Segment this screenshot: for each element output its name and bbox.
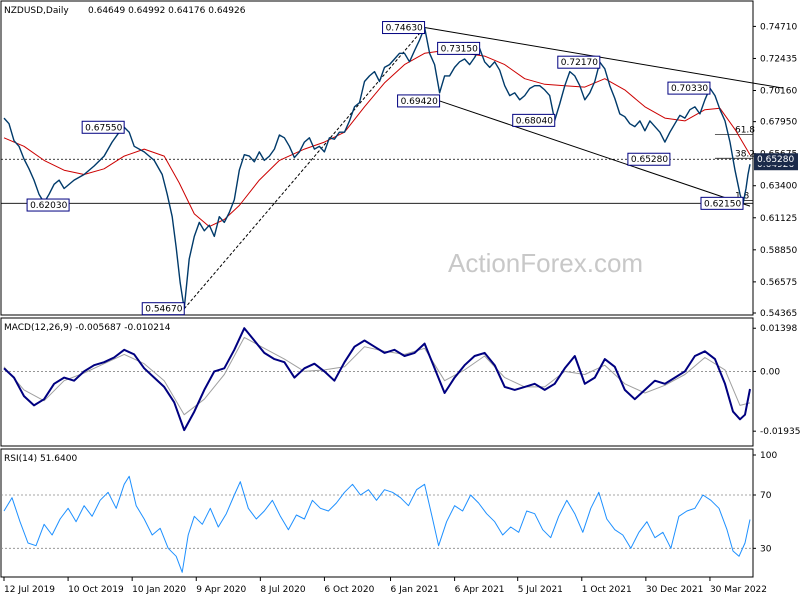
price-axis-tick-label: 0.74710 (760, 22, 797, 32)
macd-line (3, 327, 751, 432)
trendline (424, 27, 784, 89)
macd-panel: 0.01398 0.00 -0.019352 (1, 324, 800, 437)
price-axis-tick-label: 0.63400 (760, 182, 797, 192)
x-axis-tick-label: 12 Jul 2019 (4, 585, 55, 595)
price-level-label-box (700, 196, 744, 210)
price-level-label: 0.68040 (516, 116, 553, 126)
price-level-label: 0.62030 (30, 201, 67, 211)
x-axis-tick-label: 6 Oct 2020 (324, 585, 374, 595)
marker-price-label: 0.65280 (757, 155, 794, 165)
macd-panel-frame (0, 317, 754, 447)
fib-level-label: 38.2 (735, 149, 755, 159)
price-level-label-box (667, 81, 711, 95)
macd-axis-tick-label: -0.019352 (760, 427, 800, 437)
price-panel: 61.8 38.2 1.8 0.74630 0.73150 0.72170 0.70330 0… (1, 21, 798, 319)
price-axis-tick-label: 0.56575 (760, 278, 797, 288)
price-panel-title: NZDUSD,Daily (4, 6, 69, 16)
price-level-label: 0.62150 (704, 199, 741, 209)
price-level-label-box (81, 120, 125, 134)
macd-axis-tick-label: 0.01398 (760, 324, 797, 334)
x-axis-tick-label: 10 Jan 2020 (132, 585, 186, 595)
marker-price-tag (754, 153, 798, 166)
price-level-label-box (437, 41, 481, 55)
price-level-label: 0.74630 (386, 24, 423, 34)
price-level-label: 0.73150 (441, 44, 478, 54)
x-axis-tick-label: 30 Mar 2022 (710, 585, 767, 595)
price-axis-tick-label: 0.58850 (760, 246, 797, 256)
moving-average-line (3, 50, 751, 228)
price-level-label-box (26, 198, 70, 212)
macd-panel-title: MACD(12,26,9) -0.005687 -0.010214 (4, 323, 171, 333)
trendline (439, 100, 751, 207)
price-level-label: 0.67550 (85, 123, 122, 133)
price-level-label: 0.70330 (671, 84, 708, 94)
price-level-label-box (141, 302, 185, 316)
x-axis-tick-label: 30 Dec 2021 (646, 585, 704, 595)
trendline (183, 27, 425, 310)
x-axis-tick-label: 6 Jan 2021 (391, 585, 439, 595)
x-axis: 12 Jul 2019 10 Oct 2019 10 Jan 2020 9 Apr 2… (3, 577, 767, 595)
rsi-panel: 100 70 30 (1, 451, 777, 573)
rsi-axis-tick-label: 70 (760, 491, 772, 501)
price-level-label-box (557, 55, 601, 69)
watermark: ActionForex.com (448, 248, 643, 278)
macd-axis-tick-label: 0.00 (760, 367, 780, 377)
ohlc-values: 0.64649 0.64992 0.64176 0.64926 (88, 6, 246, 16)
price-level-label-box (627, 152, 671, 166)
x-axis-tick-label: 8 Jul 2020 (260, 585, 305, 595)
rsi-axis-tick-label: 30 (760, 544, 772, 554)
rsi-panel-title: RSI(14) 51.6400 (4, 454, 77, 464)
fib-level-label: 61.8 (735, 125, 755, 135)
price-axis-tick-label: 0.72435 (760, 54, 797, 64)
price-level-label: 0.54670 (145, 305, 182, 315)
price-line (3, 26, 751, 310)
x-axis-tick-label: 1 Oct 2021 (582, 585, 632, 595)
rsi-line (3, 475, 751, 573)
price-level-label-box (512, 113, 556, 127)
price-axis-tick-label: 0.70160 (760, 87, 797, 97)
macd-signal-line (3, 336, 751, 416)
price-axis-tick-label: 0.54365 (760, 309, 797, 319)
price-axis-tick-label: 0.67950 (760, 118, 797, 128)
price-level-label: 0.72170 (561, 58, 598, 68)
x-axis-tick-label: 9 Apr 2020 (196, 585, 246, 595)
rsi-axis-tick-label: 100 (760, 451, 777, 461)
x-axis-tick-label: 5 Jul 2021 (518, 585, 563, 595)
price-level-label-box (397, 94, 441, 108)
fib-level-label: 1.8 (735, 191, 750, 201)
x-axis-tick-label: 10 Oct 2019 (68, 585, 124, 595)
rsi-panel-frame (0, 448, 754, 578)
x-axis-tick-label: 6 Apr 2021 (455, 585, 505, 595)
price-level-label: 0.65280 (631, 155, 668, 165)
price-level-label: 0.69420 (401, 97, 438, 107)
price-level-label-box (382, 21, 426, 35)
price-axis-tick-label: 0.61125 (760, 214, 797, 224)
